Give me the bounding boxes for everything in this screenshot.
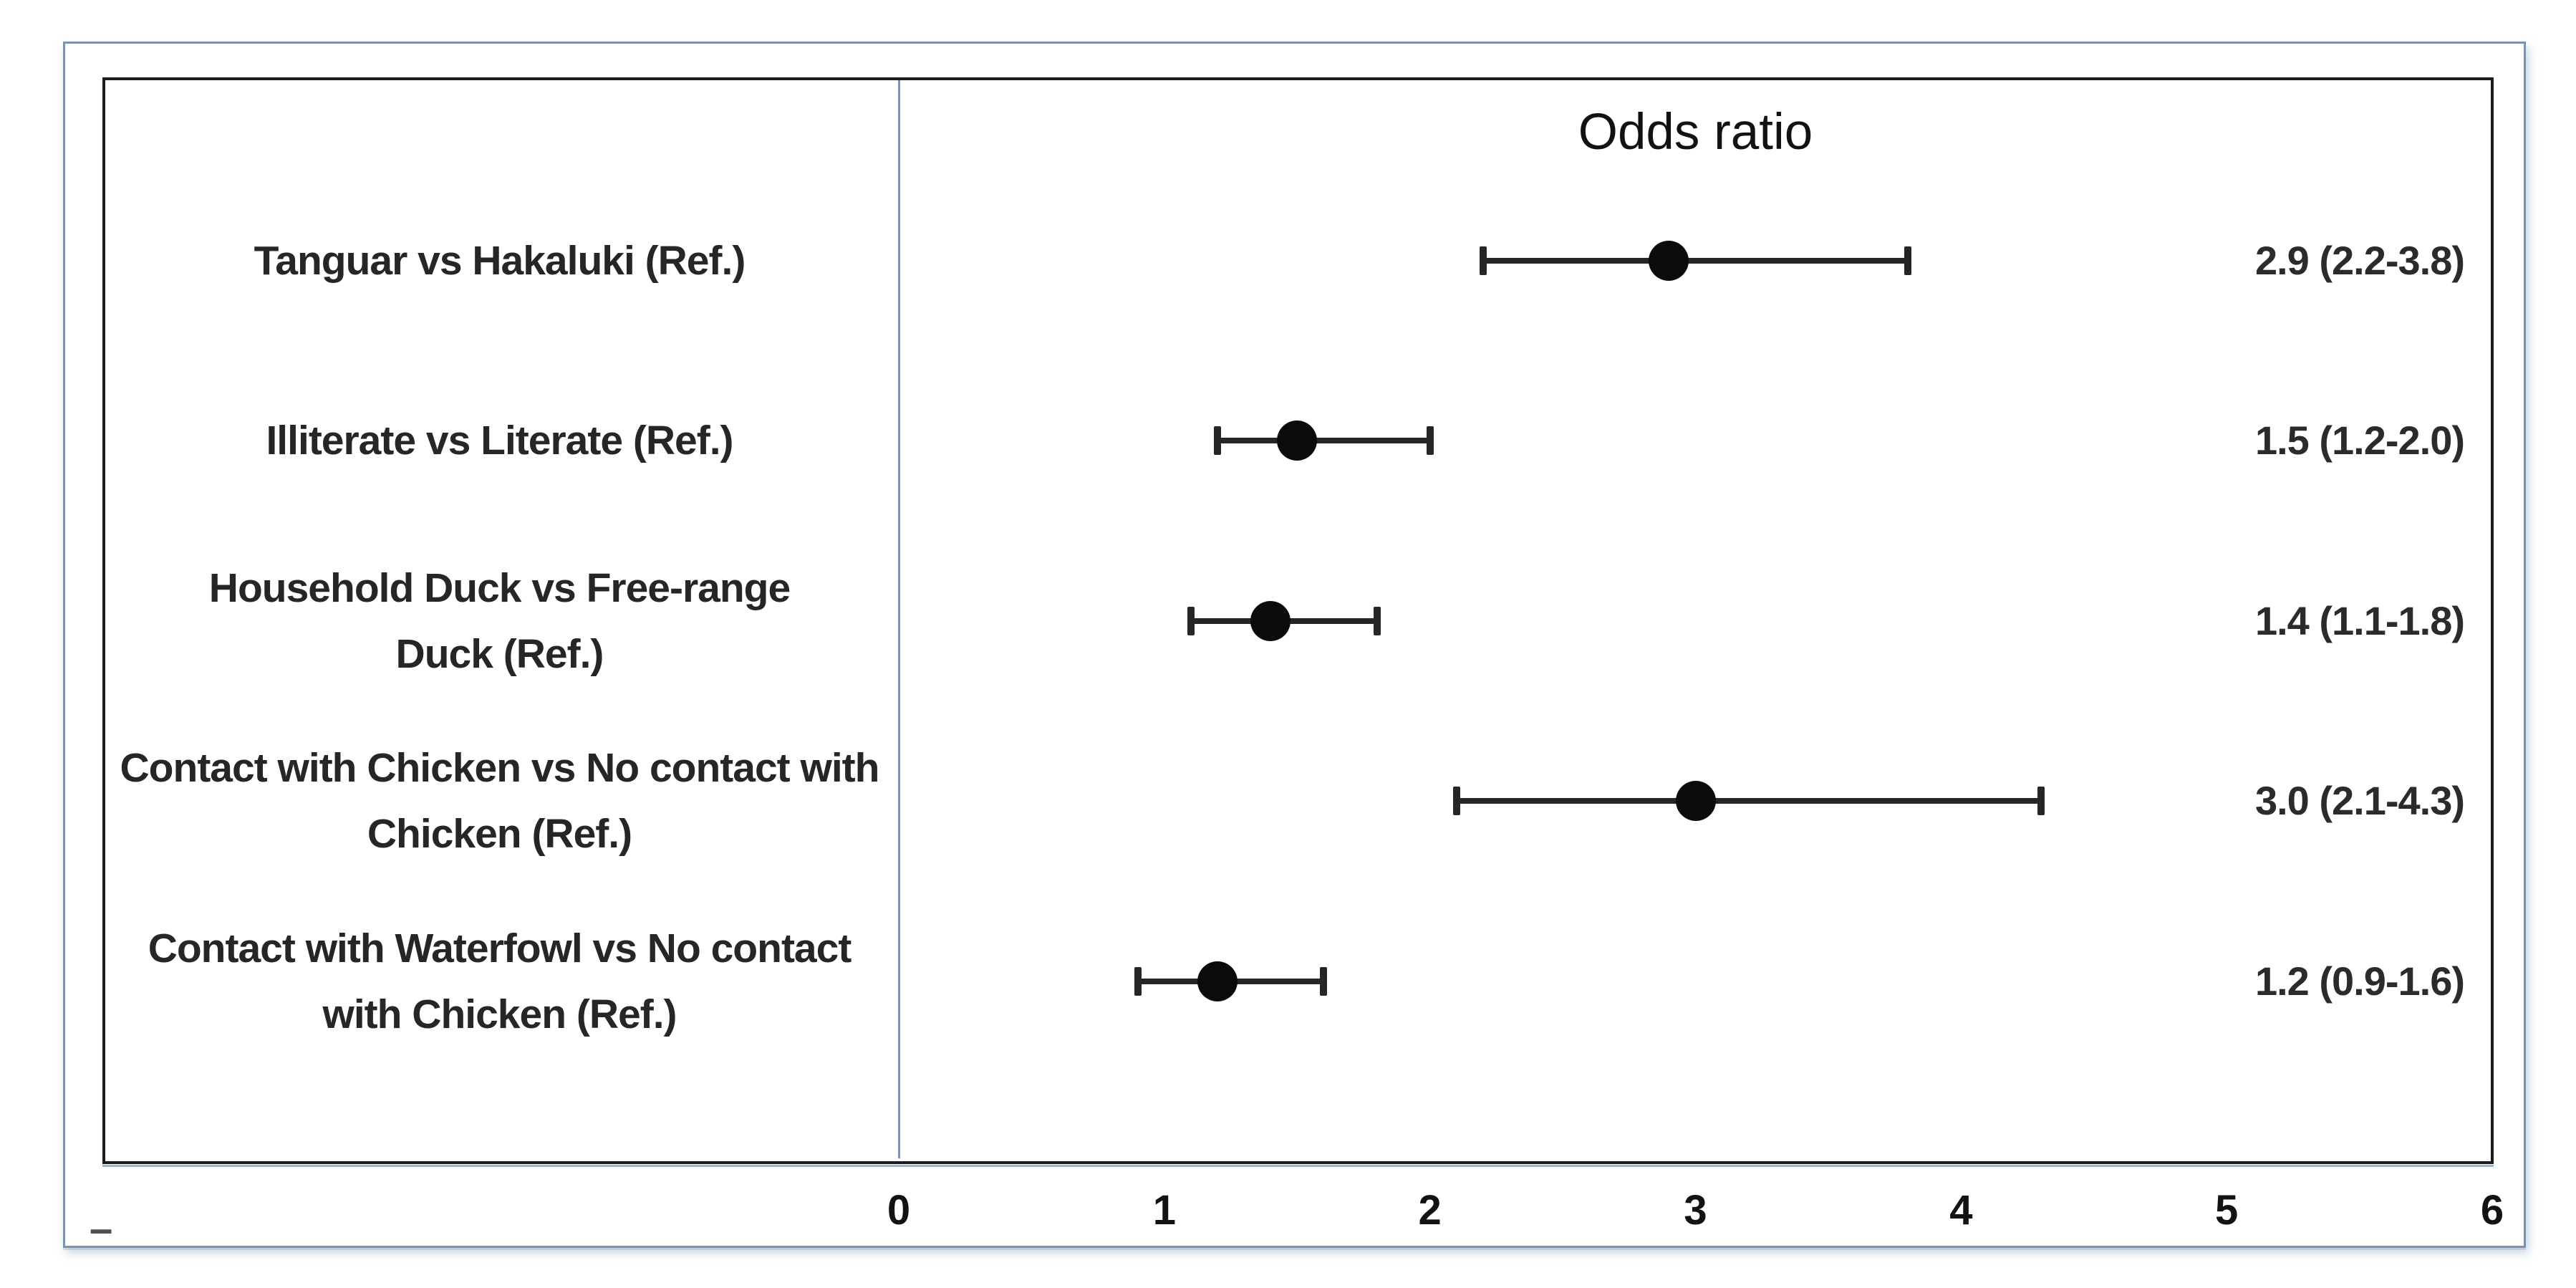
row-label-illiterate: Illiterate vs Literate (Ref.): [266, 418, 733, 463]
value-label: 1.2 (0.9-1.6): [2254, 958, 2465, 1004]
bottom-left-dash-mark: –: [90, 1206, 113, 1252]
value-label: 3.0 (2.1-4.3): [2254, 778, 2465, 823]
row-label-household-duck: Household Duck vs Free-range Duck (Ref.): [208, 564, 791, 677]
x-tick-label: 6: [2480, 1187, 2504, 1234]
value-label: 1.5 (1.2-2.0): [2254, 418, 2465, 463]
x-tick-label: 0: [887, 1187, 911, 1234]
x-tick-label: 3: [1684, 1187, 1707, 1234]
x-tick-label: 4: [1949, 1187, 1973, 1234]
y-axis-line: [898, 80, 900, 1158]
x-tick-label: 1: [1152, 1187, 1176, 1234]
value-label: 2.9 (2.2-3.8): [2254, 237, 2465, 283]
row-label-tanguar: Tanguar vs Hakaluki (Ref.): [254, 237, 746, 284]
x-axis-line: [102, 1165, 2494, 1167]
x-tick-label: 5: [2215, 1187, 2239, 1234]
row-label-contact-chicken: Contact with Chicken vs No contact with …: [120, 745, 880, 857]
chart-title: Odds ratio: [1578, 104, 1813, 160]
value-label: 1.4 (1.1-1.8): [2254, 597, 2465, 643]
x-tick-label: 2: [1418, 1187, 1442, 1234]
row-label-contact-waterfowl: Contact with Waterfowl vs No contact wit…: [148, 925, 852, 1037]
